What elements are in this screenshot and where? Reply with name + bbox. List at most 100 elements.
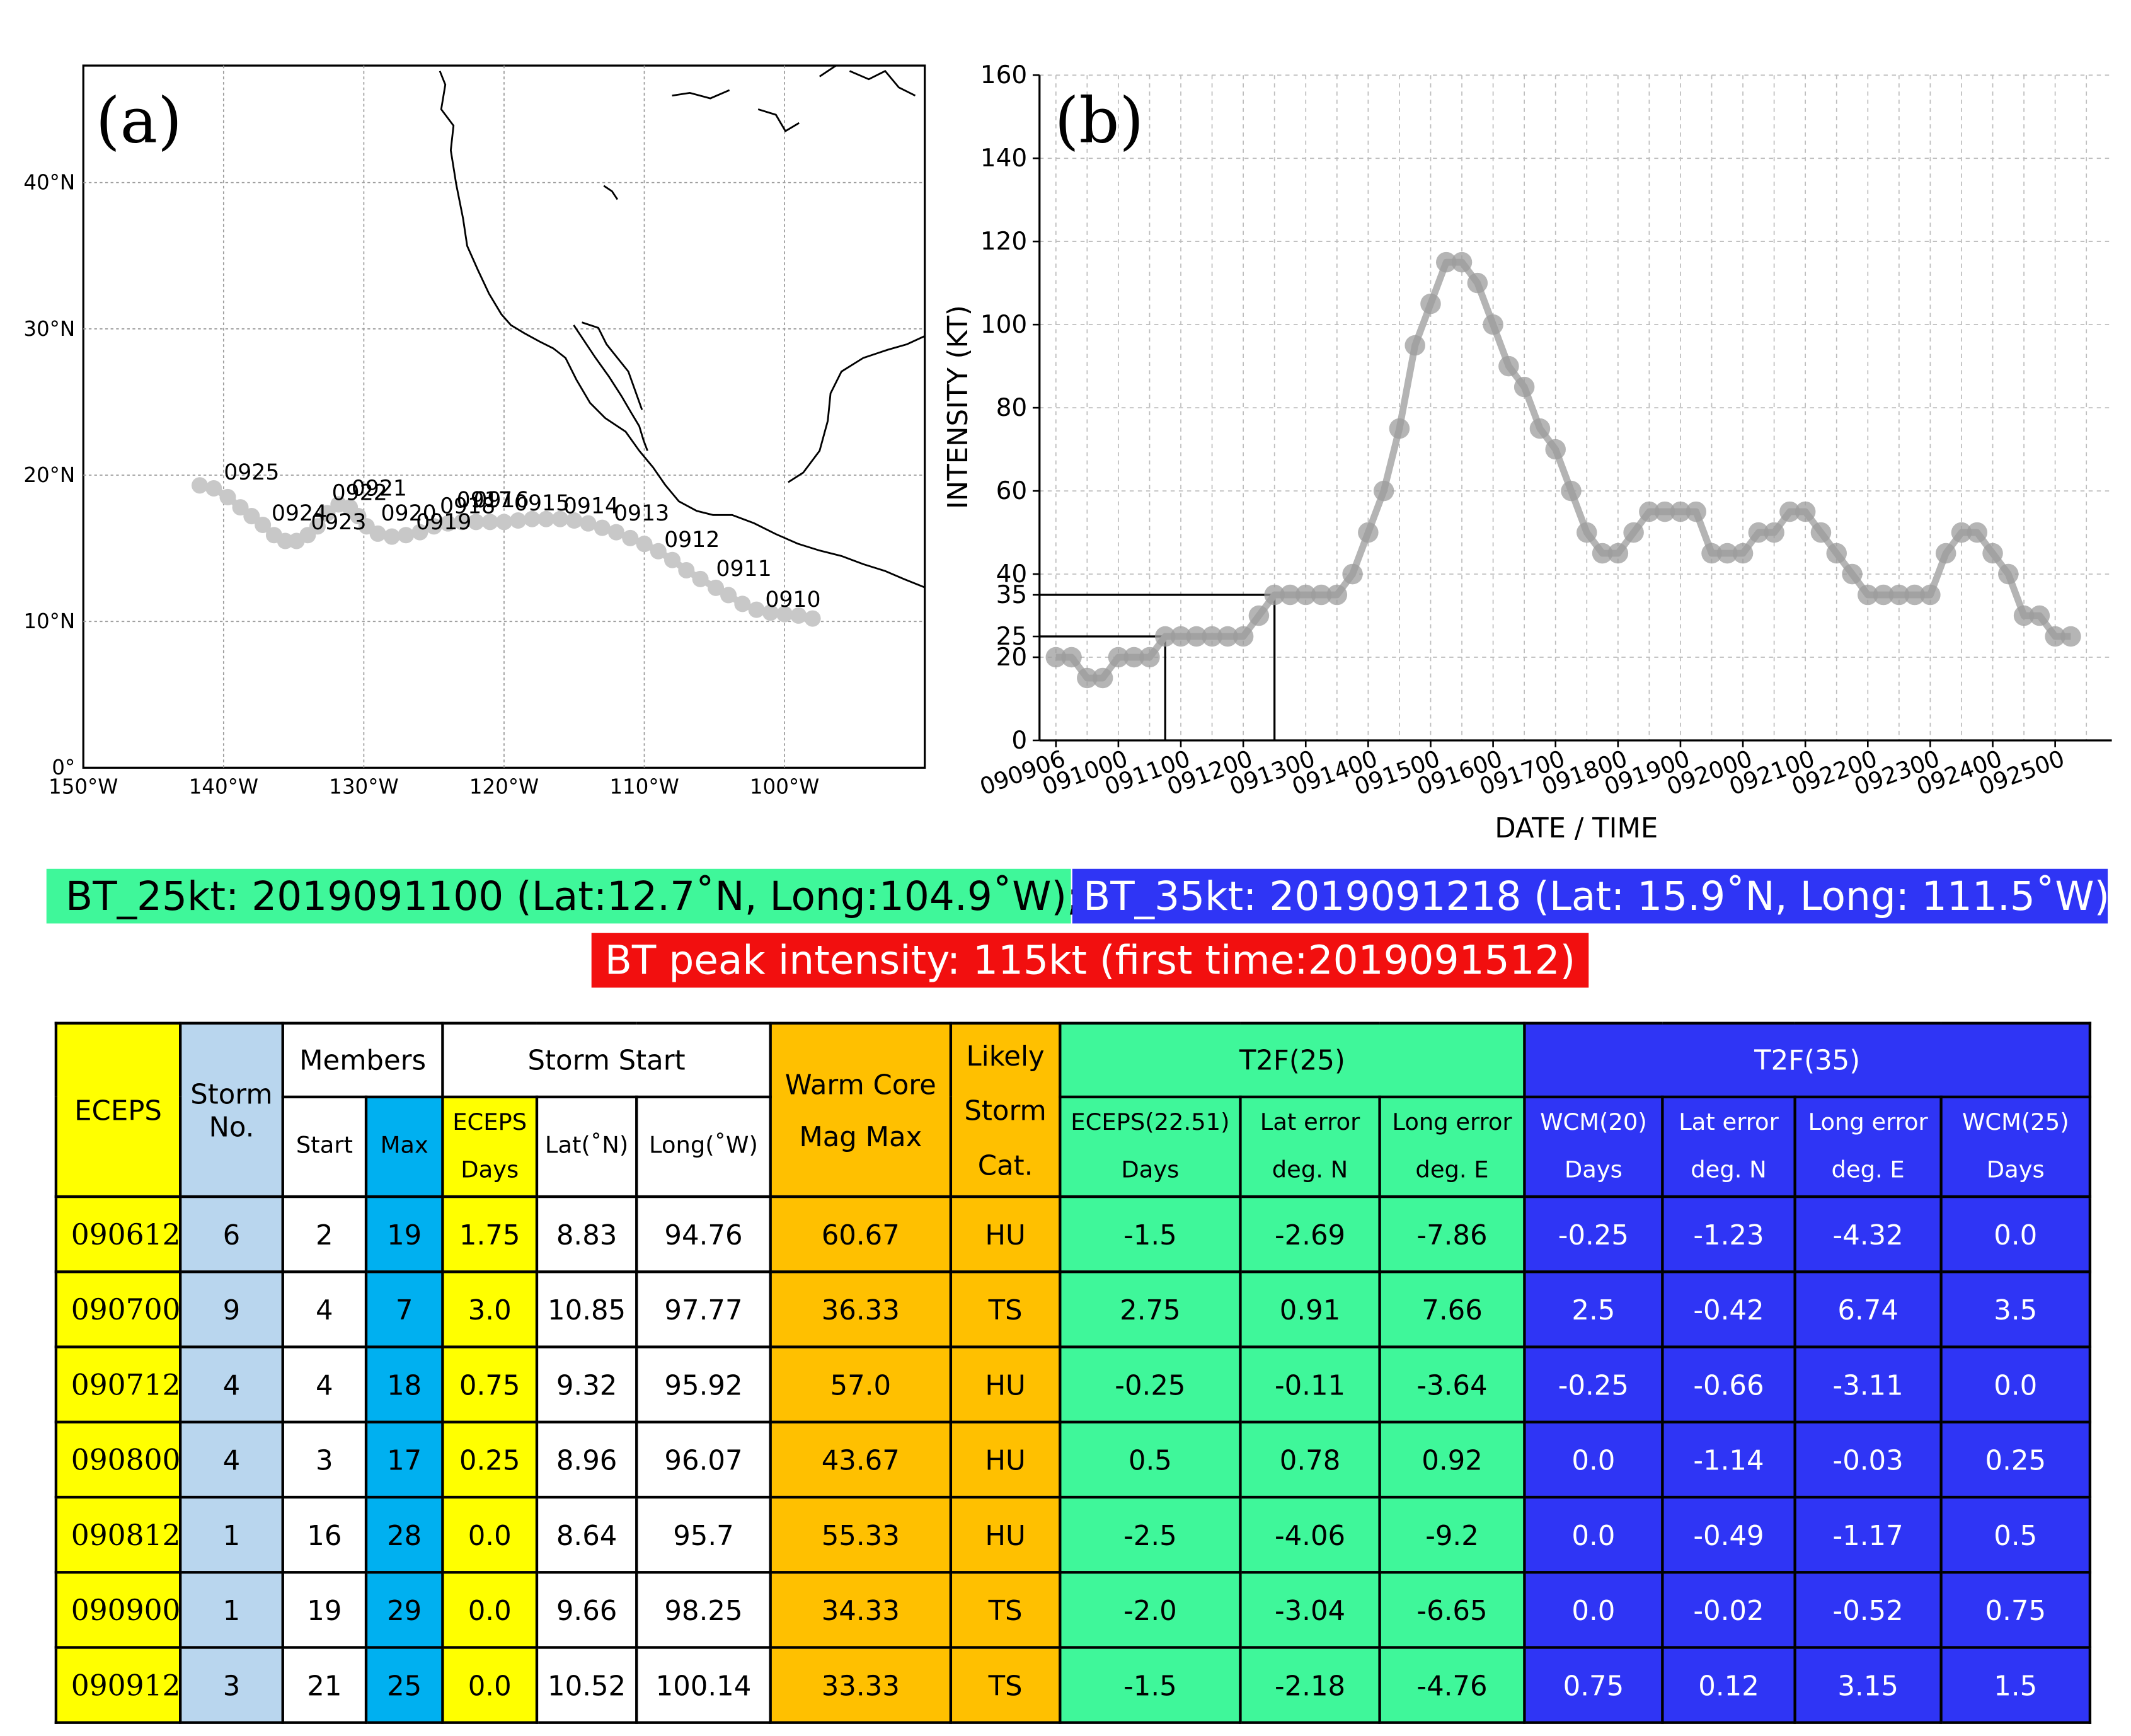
cell-long: 94.76: [635, 1195, 772, 1273]
intensity-point: [1420, 293, 1441, 314]
intensity-point: [1967, 522, 1988, 543]
cell-eceps-days: 1.75: [441, 1195, 539, 1273]
cell-t2f35-wcm20-days: 2.5: [1523, 1270, 1664, 1348]
track-point: [790, 607, 807, 624]
intensity-point: [1342, 563, 1363, 585]
cell-lat: 8.83: [535, 1195, 638, 1273]
cell-t2f35-wcm20-days: 0.0: [1523, 1420, 1664, 1499]
intensity-point: [1686, 501, 1706, 522]
intensity-point: [1264, 584, 1285, 606]
cell-warm-core: 57.0: [769, 1345, 953, 1423]
table-header-row-2: Start Max ECEPS Days Lat(˚N) Long(˚W) EC…: [56, 1095, 2092, 1199]
cell-storm-cat: HU: [949, 1345, 1062, 1423]
intensity-point: [1842, 563, 1863, 585]
track-point: [734, 595, 751, 612]
track-point: [622, 529, 639, 546]
header-t2f25: T2F(25): [1059, 1021, 1526, 1098]
track-point: [551, 510, 568, 527]
cell-t2f25-lat-error: -2.18: [1239, 1646, 1381, 1724]
cell-eceps-days: 0.0: [441, 1646, 539, 1724]
cell-start: 3: [281, 1420, 368, 1499]
cell-t2f35-lat-error: -0.02: [1661, 1571, 1796, 1649]
header-eceps2251-line1: ECEPS(22.51): [1071, 1108, 1230, 1136]
cell-t2f25-long-error: -7.86: [1378, 1195, 1526, 1273]
intensity-point: [1514, 376, 1535, 398]
track-point: [232, 499, 249, 516]
cell-storm-no: 4: [178, 1420, 284, 1499]
intensity-point: [2045, 626, 2065, 647]
map-lat-tick-label: 0°: [52, 756, 75, 779]
intensity-point: [2029, 605, 2050, 626]
header-likely-line2: Storm: [964, 1093, 1047, 1127]
great-lakes: [672, 64, 916, 133]
cell-t2f35-lat-error: -0.42: [1661, 1270, 1796, 1348]
cell-storm-cat: TS: [949, 1571, 1062, 1649]
cell-t2f35-lat-error: -0.66: [1661, 1345, 1796, 1423]
track-date-label: 0916: [473, 488, 529, 513]
cell-storm-no: 4: [178, 1345, 284, 1423]
table-row: 090912 3 21 25 0.0 10.52 100.14 33.33 TS -1.5 -2.1…: [54, 1646, 2092, 1724]
track-point: [191, 477, 208, 494]
header-lat-error-25: Lat error deg. N: [1239, 1095, 1381, 1199]
track-point: [594, 519, 611, 536]
cell-max: 28: [364, 1495, 444, 1574]
header-lat-error-35: Lat error deg. N: [1661, 1095, 1796, 1199]
intensity-y-tick-label: 35: [996, 581, 1028, 609]
track-point: [398, 527, 415, 544]
cell-t2f35-long-error: -0.52: [1793, 1571, 1943, 1649]
cell-t2f25-long-error: -9.2: [1378, 1495, 1526, 1574]
cell-max: 25: [364, 1646, 444, 1724]
cell-lat: 8.96: [535, 1420, 638, 1499]
cell-t2f35-wcm20-days: 0.0: [1523, 1571, 1664, 1649]
intensity-point: [1248, 605, 1270, 626]
track-point: [468, 514, 485, 531]
intensity-y-tick-label: 20: [996, 643, 1028, 672]
intensity-point: [1108, 647, 1129, 668]
header-max: Max: [364, 1095, 444, 1199]
intensity-point: [1764, 522, 1784, 543]
header-likely-storm-cat: Likely Storm Cat.: [949, 1021, 1062, 1199]
table-row: 090712 4 4 18 0.75 9.32 95.92 57.0 HU -0.25 -0.11-…: [54, 1345, 2092, 1423]
track-point: [748, 601, 765, 618]
intensity-point: [1045, 647, 1067, 668]
cell-t2f35-wcm20-days: 0.0: [1523, 1495, 1664, 1574]
cell-long: 97.77: [635, 1270, 772, 1348]
gulf-of-mexico-coast: [788, 335, 926, 483]
track-point: [219, 488, 236, 505]
track-point: [411, 524, 428, 541]
track-point: [288, 532, 305, 549]
intensity-x-ticks: 0909060910000911000912000913000914000915…: [976, 740, 2068, 801]
cell-t2f35-wcm20-days: -0.25: [1523, 1345, 1664, 1423]
header-long: Long(˚W): [635, 1095, 772, 1199]
cell-t2f25-days: -1.5: [1059, 1195, 1242, 1273]
track-point: [481, 514, 498, 531]
map-lat-tick-label: 20°N: [23, 463, 75, 487]
cell-long: 96.07: [635, 1420, 772, 1499]
cell-eceps-days: 0.0: [441, 1571, 539, 1649]
intensity-point: [2013, 605, 2035, 626]
map-lon-tick-label: 150°W: [49, 775, 118, 799]
bt-25kt-banner: BT_25kt: 2019091100 (Lat:12.7˚N, Long:10…: [46, 868, 1080, 924]
intensity-point: [1561, 480, 1582, 502]
island-small: [603, 185, 619, 200]
intensity-point: [1873, 584, 1894, 606]
intensity-point: [1436, 251, 1457, 273]
map-lat-tick-label: 10°N: [23, 609, 75, 633]
bt-peak-banner: BT peak intensity: 115kt (first time:201…: [591, 933, 1589, 988]
track-point: [692, 570, 709, 587]
north-america-west-coast: [439, 71, 926, 589]
header-storm-no-line1: Storm: [190, 1077, 273, 1110]
intensity-point: [1498, 355, 1519, 377]
header-t2f35: T2F(35): [1523, 1021, 2092, 1098]
cell-start: 19: [281, 1571, 368, 1649]
cell-storm-cat: TS: [949, 1270, 1062, 1348]
map-lon-tick-label: 110°W: [609, 775, 679, 799]
intensity-y-tick-label: 60: [996, 477, 1028, 505]
cell-warm-core: 55.33: [769, 1495, 953, 1574]
intensity-point: [1154, 626, 1176, 647]
header-warm-core: Warm Core Mag Max: [769, 1021, 953, 1199]
track-date-label: 0921: [352, 476, 407, 502]
header-likely-line3: Cat.: [977, 1148, 1033, 1181]
intensity-point: [1826, 543, 1847, 564]
